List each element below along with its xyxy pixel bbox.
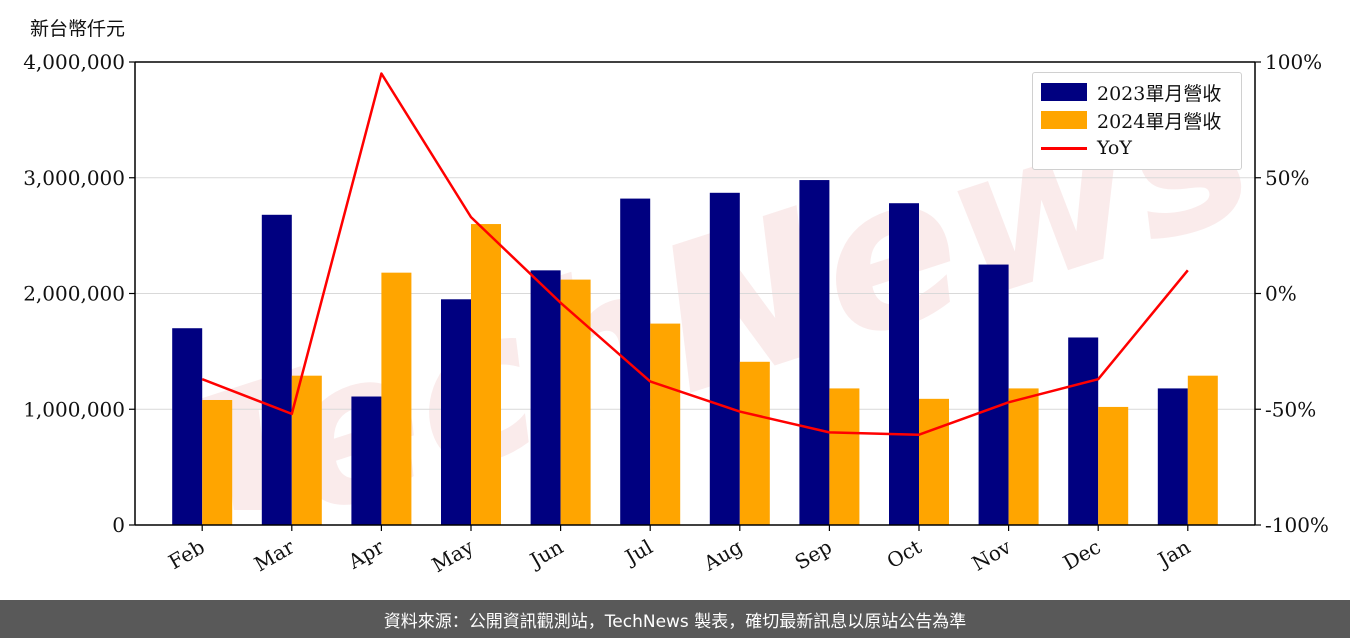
bar-2023-apr: [351, 396, 382, 525]
bar-2024-feb: [202, 399, 233, 525]
x-tick-label-oct: Oct: [883, 535, 926, 574]
y-axis-unit-label: 新台幣仟元: [30, 18, 126, 40]
bar-2024-jan: [1187, 375, 1218, 525]
bar-2023-jul: [620, 198, 651, 525]
y-left-tick-label: 4,000,000: [23, 50, 125, 74]
x-tick-label-dec: Dec: [1059, 535, 1105, 575]
chart-legend: 2023單月營收 2024單月營收 YoY: [1032, 72, 1242, 170]
x-tick-label-jun: Jun: [524, 534, 567, 573]
y-left-tick-label: 3,000,000: [23, 166, 125, 190]
bar-2023-feb: [172, 328, 203, 525]
y-right-tick-label: 100%: [1265, 50, 1322, 74]
legend-label-2024: 2024單月營收: [1097, 110, 1222, 133]
y-left-tick-label: 2,000,000: [23, 282, 125, 306]
x-tick-label-jan: Jan: [1152, 534, 1194, 572]
bar-2023-dec: [1068, 337, 1099, 525]
legend-item-yoy: YoY: [1041, 135, 1132, 161]
legend-swatch-yoy: [1041, 146, 1087, 150]
legend-label-2023: 2023單月營收: [1097, 82, 1222, 105]
legend-item-2024: 2024單月營收: [1041, 107, 1221, 133]
footer-text: 資料來源：公開資訊觀測站，TechNews 製表，確切最新訊息以原站公告為準: [383, 611, 967, 632]
legend-swatch-2023: [1041, 83, 1087, 101]
bar-2024-dec: [1098, 406, 1129, 525]
x-tick-label-may: May: [428, 534, 478, 577]
y-left-tick-label: 0: [112, 513, 125, 537]
legend-swatch-2024: [1041, 111, 1087, 129]
x-tick-label-jul: Jul: [619, 535, 656, 570]
revenue-chart: 0 1,000,000 2,000,000 3,000,000 4,000,000 -10…: [23, 50, 1329, 577]
bar-2024-oct: [919, 398, 949, 525]
bar-2023-jun: [530, 270, 561, 525]
yoy-line: [201, 72, 1189, 436]
source-footer: 資料來源：公開資訊觀測站，TechNews 製表，確切最新訊息以原站公告為準: [0, 600, 1350, 638]
bar-2023-may: [441, 299, 471, 525]
x-tick-label-sep: Sep: [791, 535, 836, 575]
y-right-tick-label: 0%: [1265, 282, 1297, 306]
bar-2024-sep: [829, 388, 860, 525]
bar-2023-jan: [1157, 388, 1188, 525]
legend-label-yoy: YoY: [1097, 137, 1132, 159]
x-tick-label-feb: Feb: [164, 535, 208, 574]
bar-2024-jun: [560, 279, 591, 525]
bar-2024-nov: [1008, 388, 1039, 525]
bar-2024-jul: [650, 323, 681, 525]
y-right-tick-label: -100%: [1265, 513, 1329, 537]
x-tick-label-apr: Apr: [343, 534, 388, 574]
bar-2023-oct: [889, 203, 919, 525]
bar-2023-nov: [978, 264, 1009, 525]
legend-item-2023: 2023單月營收: [1041, 79, 1221, 105]
bar-2023-aug: [709, 192, 740, 526]
bar-2024-apr: [381, 272, 412, 525]
bar-2024-may: [471, 224, 501, 526]
y-left-tick-label: 1,000,000: [23, 397, 125, 421]
bar-2023-sep: [799, 180, 830, 525]
bar-2024-mar: [291, 375, 322, 525]
x-tick-label-nov: Nov: [968, 534, 1016, 576]
x-tick-label-mar: Mar: [250, 534, 299, 576]
bar-2023-mar: [261, 214, 292, 526]
y-right-tick-label: -50%: [1265, 397, 1316, 421]
x-tick-label-aug: Aug: [699, 534, 747, 575]
bar-2024-aug: [739, 361, 770, 525]
y-right-tick-label: 50%: [1265, 166, 1309, 190]
